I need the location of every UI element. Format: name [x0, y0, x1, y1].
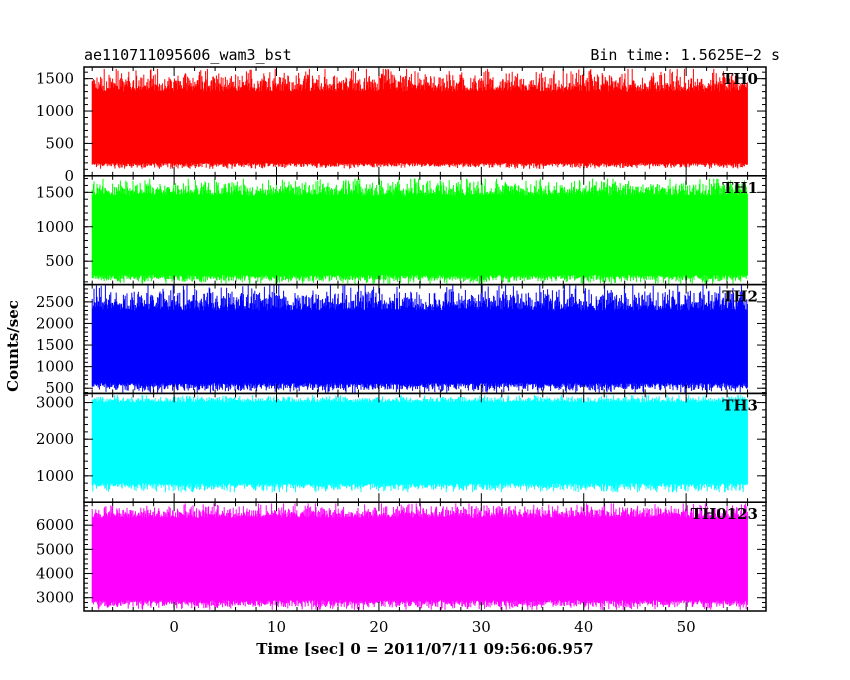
- y-tick-label: 1500: [36, 336, 74, 354]
- panels-group: 0 500 1000 1500 TH0 500 1000 1500 TH1 500 1000 1500…: [36, 66, 767, 612]
- panel-label-th2: TH2: [722, 288, 758, 306]
- series-line-th0: [91, 68, 748, 169]
- x-tick-label: 10: [267, 618, 286, 636]
- y-tick-label: 0: [64, 167, 74, 185]
- x-tick-label: 40: [574, 618, 593, 636]
- panel-th1: 500 1000 1500 TH1: [36, 175, 767, 286]
- y-tick-label: 1000: [36, 218, 74, 236]
- bin-time-label: Bin time: 1.5625E−2 s: [590, 46, 780, 64]
- panel-th2: 500 1000 1500 2000 2500 TH2: [36, 283, 767, 397]
- x-axis-label: Time [sec] 0 = 2011/07/11 09:56:06.957: [256, 640, 593, 658]
- y-tick-label: 2000: [36, 314, 74, 332]
- panel-th0: 0 500 1000 1500 TH0: [36, 66, 767, 185]
- y-tick-label: 1500: [36, 70, 74, 88]
- series-line-th3: [91, 395, 748, 493]
- panel-frame: [83, 501, 767, 612]
- x-tick-label: 0: [169, 618, 179, 636]
- series-line-th2: [91, 285, 748, 393]
- panel-label-th3: TH3: [722, 396, 758, 414]
- y-tick-label: 1000: [36, 102, 74, 120]
- panel-th3: 1000 2000 3000 TH3: [36, 392, 767, 503]
- y-tick-label: 5000: [36, 540, 74, 558]
- x-axis: 0 10 20 30 40 50: [169, 618, 695, 636]
- panel-th0123: 3000 4000 5000 6000 TH0123: [36, 501, 767, 612]
- panel-label-th1: TH1: [722, 179, 758, 197]
- y-tick-label: 2000: [36, 430, 74, 448]
- x-tick-label: 20: [369, 618, 388, 636]
- y-tick-label: 3000: [36, 589, 74, 607]
- y-tick-label: 1500: [36, 183, 74, 201]
- x-tick-label: 50: [677, 618, 696, 636]
- y-axis-label: Counts/sec: [4, 300, 22, 392]
- panel-label-th0123: TH0123: [691, 505, 758, 523]
- y-tick-label: 500: [45, 134, 74, 152]
- panel-label-th0: TH0: [722, 70, 758, 88]
- y-tick-label: 1000: [36, 358, 74, 376]
- chart-title: ae110711095606_wam3_bst: [84, 46, 292, 64]
- series-line-th0123: [91, 503, 748, 610]
- y-tick-label: 500: [45, 252, 74, 270]
- y-tick-label: 500: [45, 379, 74, 397]
- y-tick-label: 4000: [36, 565, 74, 583]
- y-tick-label: 3000: [36, 394, 74, 412]
- y-tick-label: 6000: [36, 516, 74, 534]
- x-tick-label: 30: [472, 618, 491, 636]
- series-line-th1: [91, 178, 748, 284]
- y-tick-label: 2500: [36, 293, 74, 311]
- y-tick-label: 1000: [36, 467, 74, 485]
